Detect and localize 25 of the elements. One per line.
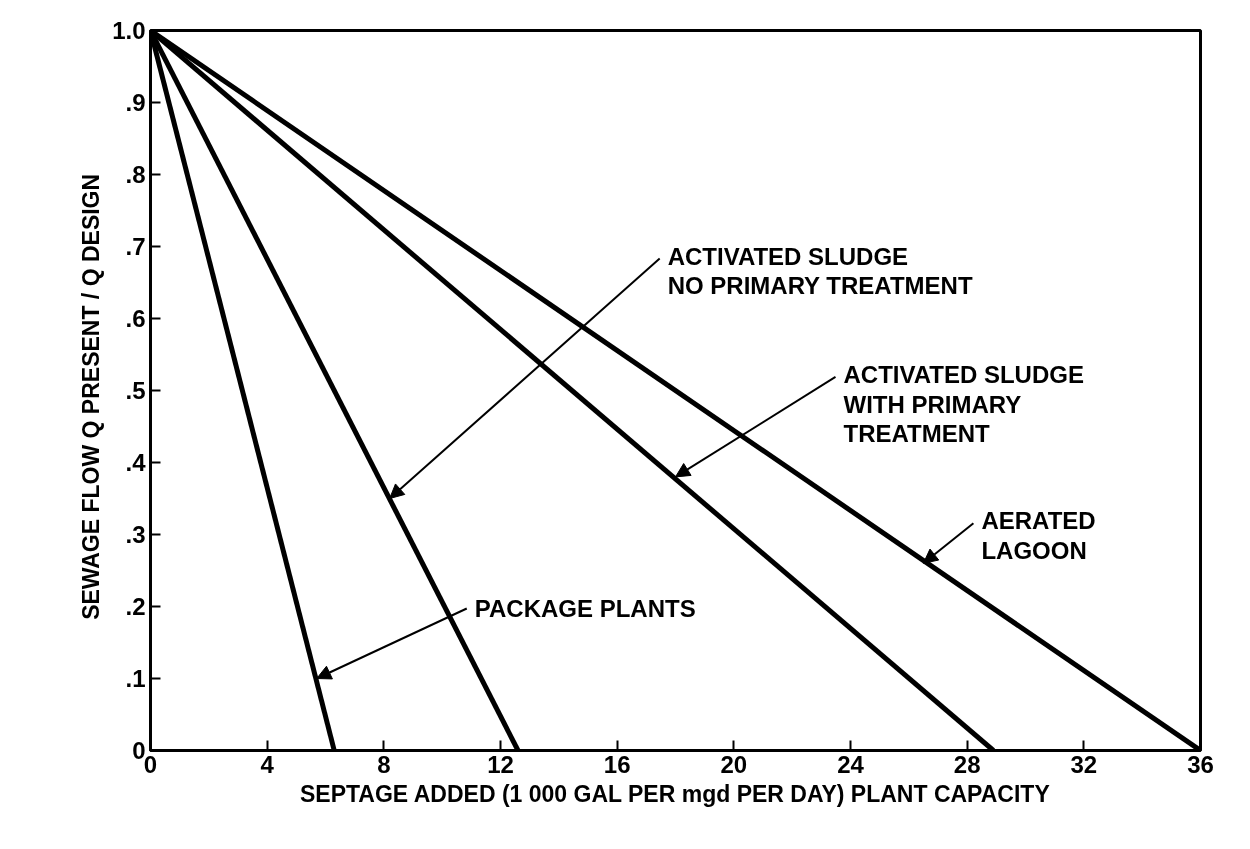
x-tick-label: 12 — [487, 750, 514, 778]
y-tick-label: .3 — [125, 521, 146, 548]
annotation: PACKAGE PLANTS — [474, 595, 696, 622]
y-tick-label: .5 — [125, 377, 146, 404]
annotation: ACTIVATED SLUDGE NO PRIMARY TREATMENT — [667, 242, 973, 300]
y-tick-label: .7 — [125, 233, 146, 260]
y-tick-label: .4 — [125, 449, 147, 476]
y-tick-label: .1 — [125, 665, 146, 692]
x-tick-label: 8 — [377, 750, 391, 778]
x-tick-label: 28 — [953, 750, 981, 778]
x-tick-label: 32 — [1070, 750, 1098, 778]
x-tick-label: 36 — [1187, 750, 1214, 778]
x-tick-label: 24 — [837, 750, 865, 778]
y-tick-label: 1.0 — [112, 17, 146, 44]
x-axis-title: SEPTAGE ADDED (1 000 GAL PER mgd PER DAY) PLANT CAPACITY — [299, 780, 1050, 807]
x-tick-label: 4 — [260, 750, 275, 778]
y-tick-label: .2 — [125, 593, 146, 620]
y-tick-label: .8 — [125, 161, 146, 188]
annotation: AERATED LAGOON — [981, 507, 1096, 564]
annotation: ACTIVATED SLUDGE WITH PRIMARY TREATMENT — [843, 360, 1084, 448]
y-axis-title: SEWAGE FLOW Q PRESENT / Q DESIGN — [78, 173, 105, 620]
x-tick-label: 16 — [603, 750, 631, 778]
x-tick-label: 20 — [720, 750, 748, 778]
y-tick-label: .6 — [125, 305, 146, 332]
y-tick-label: .9 — [125, 89, 146, 116]
